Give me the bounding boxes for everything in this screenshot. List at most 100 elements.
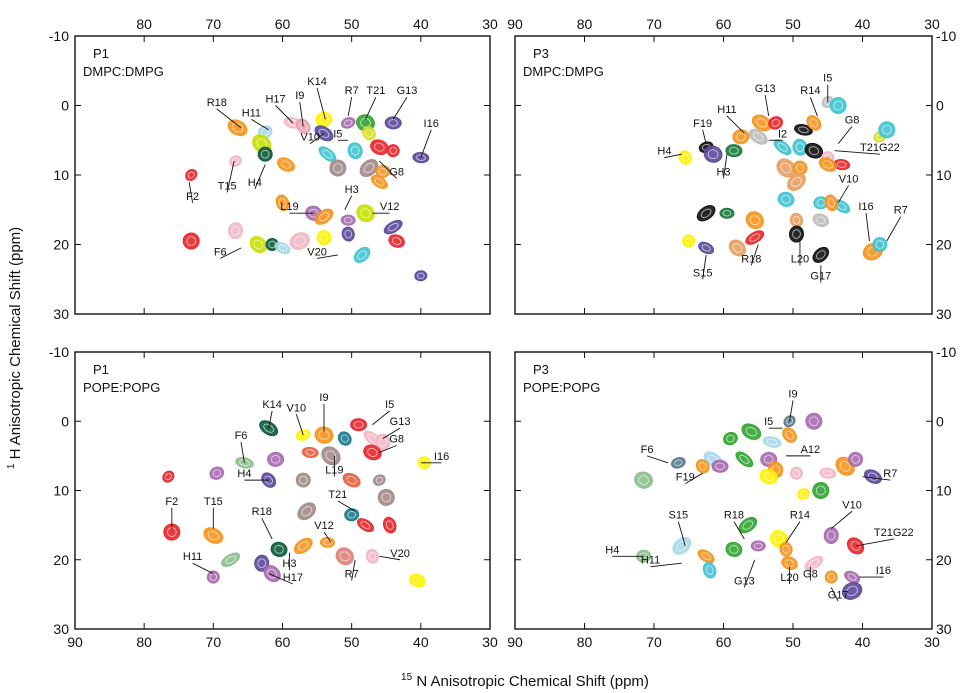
peak bbox=[682, 234, 696, 248]
peak bbox=[185, 168, 198, 182]
peak-inner-contour bbox=[186, 236, 196, 246]
label-leader-line bbox=[743, 559, 756, 588]
peak-inner-contour bbox=[674, 459, 683, 467]
peak-inner-contour bbox=[274, 545, 284, 554]
peak bbox=[356, 518, 375, 533]
peak-contour bbox=[781, 556, 798, 571]
y-tick-label: 0 bbox=[936, 413, 944, 429]
residue-label: H3 bbox=[716, 166, 730, 178]
y-tick-label: 20 bbox=[53, 237, 69, 253]
peak bbox=[350, 418, 368, 432]
peak bbox=[829, 97, 847, 114]
peak-contour bbox=[329, 159, 347, 177]
peak-inner-contour bbox=[773, 533, 785, 544]
peak-contour bbox=[337, 431, 352, 446]
peak-inner-contour bbox=[263, 423, 274, 433]
peak bbox=[787, 173, 806, 191]
x-tick-label: 80 bbox=[136, 634, 152, 650]
residue-label: R14 bbox=[800, 85, 820, 97]
peak bbox=[728, 239, 747, 257]
label-leader-line bbox=[240, 441, 245, 463]
residue-label: G13 bbox=[397, 85, 418, 97]
peak-inner-contour bbox=[784, 559, 795, 568]
peak-contour bbox=[812, 482, 830, 499]
x-axis-title-superscript: 15 bbox=[401, 672, 413, 683]
peak-inner-contour bbox=[239, 459, 250, 467]
peak-inner-contour bbox=[777, 142, 788, 152]
peak-inner-contour bbox=[781, 195, 791, 204]
peak bbox=[347, 142, 363, 160]
peak-contour bbox=[314, 426, 334, 444]
peak bbox=[314, 208, 334, 225]
peak-contour bbox=[377, 488, 395, 506]
label-leader-line bbox=[650, 562, 682, 568]
residue-label: H17 bbox=[265, 94, 285, 106]
peak-contour bbox=[863, 469, 882, 484]
peak-inner-contour bbox=[791, 176, 802, 187]
peak-contour bbox=[678, 150, 693, 165]
label-leader-line bbox=[837, 126, 853, 145]
peak-inner-contour bbox=[833, 100, 843, 111]
peak-contour bbox=[372, 474, 386, 486]
peak bbox=[227, 222, 243, 240]
x-tick-label: 70 bbox=[206, 16, 222, 32]
peak bbox=[344, 508, 360, 522]
peak bbox=[384, 116, 402, 130]
residue-label: F6 bbox=[235, 430, 248, 442]
peak-contour bbox=[634, 471, 653, 489]
peak bbox=[359, 159, 379, 177]
residue-label: T21 bbox=[366, 85, 385, 97]
peak-contour bbox=[295, 472, 311, 488]
peak-inner-contour bbox=[700, 208, 712, 218]
peak-inner-contour bbox=[391, 237, 402, 245]
peak-contour bbox=[735, 451, 754, 468]
peak-inner-contour bbox=[187, 171, 195, 179]
peak bbox=[725, 541, 743, 557]
peak-contour bbox=[703, 145, 723, 163]
residue-label: R14 bbox=[790, 510, 810, 522]
peak-contour bbox=[257, 146, 273, 162]
peak bbox=[340, 214, 356, 226]
peak-inner-contour bbox=[278, 198, 287, 208]
peak bbox=[295, 472, 311, 488]
peak-inner-contour bbox=[280, 160, 291, 169]
residue-label: T21G22 bbox=[860, 142, 900, 154]
peak-contour bbox=[725, 144, 743, 158]
residue-label: A12 bbox=[801, 444, 821, 456]
y-tick-label: 10 bbox=[936, 167, 952, 183]
peak bbox=[316, 230, 332, 246]
residue-label: I16 bbox=[876, 565, 891, 577]
peak-contour bbox=[384, 116, 402, 130]
x-tick-label: 80 bbox=[577, 16, 593, 32]
peak-contour bbox=[719, 207, 735, 219]
peak-contour bbox=[182, 232, 200, 250]
peak bbox=[863, 469, 882, 484]
residue-label: S15 bbox=[669, 510, 689, 522]
residue-label: V20 bbox=[390, 548, 410, 560]
peak-inner-contour bbox=[742, 520, 754, 530]
x-tick-label: 40 bbox=[413, 16, 429, 32]
peak-inner-contour bbox=[385, 520, 394, 530]
residue-label: F6 bbox=[214, 246, 227, 258]
peak bbox=[382, 516, 397, 534]
x-tick-label: 50 bbox=[344, 16, 360, 32]
peak-contour bbox=[776, 158, 796, 178]
peak bbox=[696, 205, 716, 222]
x-tick-label: 30 bbox=[924, 16, 940, 32]
label-leader-line bbox=[789, 400, 794, 422]
x-tick-label: 40 bbox=[413, 634, 429, 650]
y-tick-label: 20 bbox=[936, 237, 952, 253]
peak bbox=[270, 541, 288, 557]
peak-contour bbox=[805, 412, 823, 430]
peak bbox=[314, 426, 334, 444]
peak-contour bbox=[711, 459, 729, 473]
peak-inner-contour bbox=[323, 539, 332, 546]
peak-inner-contour bbox=[257, 558, 267, 569]
peak-inner-contour bbox=[360, 208, 371, 219]
peak-contour bbox=[819, 467, 837, 479]
residue-label: H11 bbox=[183, 551, 202, 563]
residue-label: K14 bbox=[262, 399, 282, 411]
peak-inner-contour bbox=[305, 449, 315, 456]
y-tick-label: 30 bbox=[53, 306, 69, 322]
peak-inner-contour bbox=[301, 506, 312, 517]
